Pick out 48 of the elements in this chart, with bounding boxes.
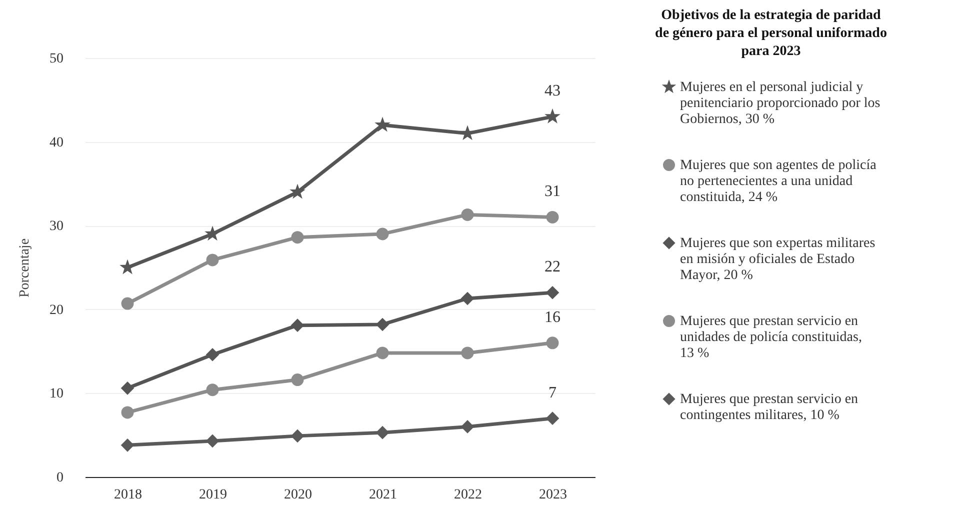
point (461, 346, 474, 360)
point (121, 438, 134, 452)
point (376, 346, 389, 360)
x-tick-label: 2022 (454, 488, 482, 502)
y-axis-title: Porcentaje (18, 238, 32, 298)
point (121, 406, 134, 419)
point (461, 420, 474, 433)
point (376, 426, 389, 439)
legend-label: Mujeres que son expertas militares en misión y oficiales de Estado Mayor, 20 % (680, 236, 876, 283)
point (546, 336, 559, 350)
point (546, 412, 559, 425)
point (291, 231, 304, 244)
x-tick-label: 2023 (539, 488, 567, 502)
point (206, 348, 219, 361)
point (206, 254, 219, 266)
point (206, 434, 219, 448)
legend-label: Mujeres que son agentes de policía no pertenecientes a una unidad constituida, 24 % (680, 158, 878, 205)
legend-label: Mujeres que prestan servicio en unidades de policía constituidas, 13 % (680, 314, 862, 361)
data-label: 31 (544, 183, 560, 200)
point (376, 318, 389, 331)
data-label: 16 (544, 308, 560, 326)
legend-title: Objetivos de la estrategia de paridad de género para el personal uniformado para 2023 (655, 8, 887, 59)
legend-label: Mujeres que prestan servicio en contingentes militares, 10 % (680, 392, 858, 423)
y-tick-label: 20 (50, 302, 64, 318)
data-label: 43 (544, 82, 560, 100)
x-tick-label: 2020 (284, 488, 312, 502)
point (121, 382, 134, 394)
y-tick-label: 0 (56, 470, 64, 486)
point (546, 210, 559, 224)
y-tick-label: 30 (50, 219, 64, 234)
y-tick-label: 50 (50, 52, 64, 66)
x-tick-label: 2018 (114, 488, 142, 502)
point (291, 430, 304, 442)
point (461, 208, 474, 221)
y-tick-label: 40 (50, 135, 64, 150)
data-label: 7 (548, 384, 556, 402)
point (291, 319, 304, 332)
point (206, 384, 219, 396)
point (291, 374, 304, 386)
x-tick-label: 2021 (369, 488, 397, 502)
point (546, 286, 559, 299)
data-label: 22 (544, 258, 560, 276)
y-tick-label: 10 (50, 386, 64, 402)
point (461, 292, 474, 305)
point (121, 297, 134, 310)
legend-label: Mujeres en el personal judicial y penitenciario proporcionado por los Gobiernos, 30 % (680, 80, 880, 127)
x-tick-label: 2019 (199, 488, 227, 502)
point (376, 228, 389, 240)
